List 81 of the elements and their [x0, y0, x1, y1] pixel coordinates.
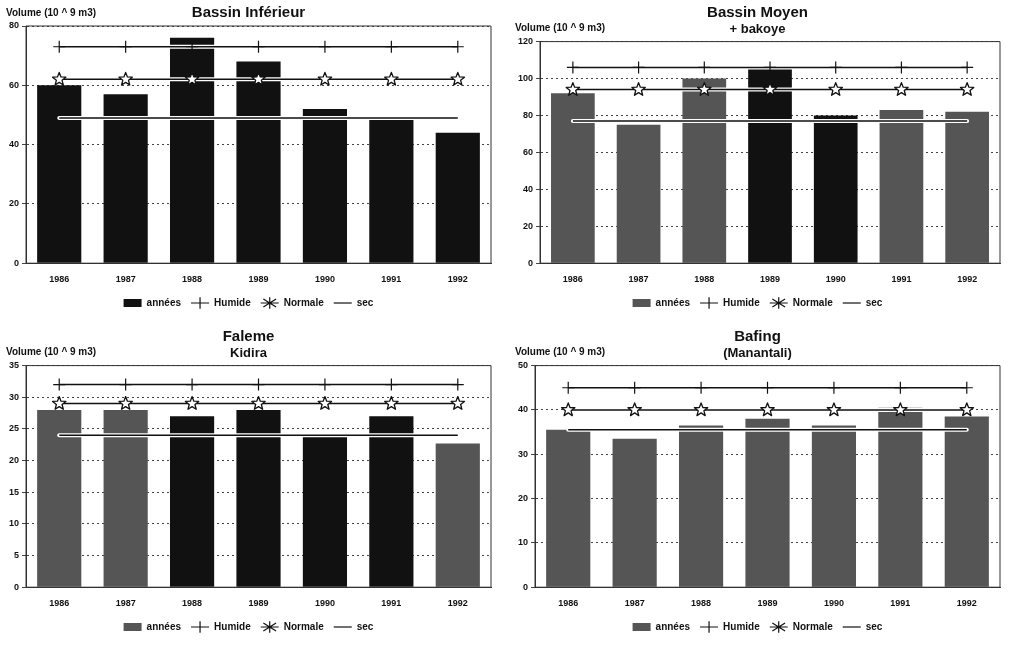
- x-tick-label: 1992: [956, 598, 977, 609]
- x-tick-label: 1990: [314, 598, 335, 609]
- y-tick-label: 80: [523, 109, 534, 120]
- y-tick-label: 15: [9, 486, 20, 497]
- legend-label: sec: [356, 620, 374, 632]
- x-tick-label: 1991: [381, 598, 402, 609]
- legend-label: Humide: [723, 296, 761, 308]
- chart-subtitle: Kidira: [230, 345, 268, 361]
- x-tick-label: 1990: [825, 274, 846, 285]
- x-tick-label: 1987: [115, 598, 136, 609]
- y-tick-label: 20: [9, 455, 20, 466]
- chart-title: Bassin Inférieur: [191, 3, 306, 21]
- y-tick-label: 40: [9, 139, 20, 150]
- y-tick-label: 30: [9, 391, 20, 402]
- y-tick-label: 20: [518, 493, 529, 504]
- legend-label: années: [146, 296, 182, 308]
- y-axis-title: Volume (10 ^ 9 m3): [6, 6, 97, 18]
- chart-subtitle: (Manantali): [723, 345, 792, 361]
- x-tick-label: 1990: [314, 274, 335, 285]
- y-tick-label: 0: [14, 257, 20, 268]
- y-tick-label: 50: [518, 360, 529, 371]
- y-tick-label: 40: [518, 404, 529, 415]
- x-tick-label: 1987: [624, 598, 645, 609]
- x-tick-label: 1987: [115, 274, 136, 285]
- x-tick-label: 1992: [447, 598, 468, 609]
- y-axis-title: Volume (10 ^ 9 m3): [6, 346, 97, 358]
- x-tick-label: 1988: [182, 274, 203, 285]
- legend-label: années: [655, 296, 691, 308]
- chart-subtitle: + bakoye: [729, 21, 786, 37]
- y-tick-label: 60: [9, 79, 20, 90]
- legend-label: Normale: [792, 296, 834, 308]
- legend-label: années: [146, 620, 182, 632]
- y-tick-label: 40: [523, 183, 534, 194]
- x-tick-label: 1989: [248, 274, 269, 285]
- chart-title: Faleme: [222, 327, 275, 345]
- x-tick-label: 1987: [628, 274, 649, 285]
- x-tick-label: 1986: [49, 274, 70, 285]
- y-tick-label: 100: [517, 73, 534, 84]
- legend-label: sec: [865, 620, 883, 632]
- x-tick-label: 1990: [823, 598, 844, 609]
- y-tick-label: 80: [9, 20, 20, 31]
- y-tick-label: 20: [9, 198, 20, 209]
- y-tick-label: 0: [14, 581, 20, 592]
- chart-title: Bassin Moyen: [707, 3, 808, 21]
- x-tick-label: 1992: [447, 274, 468, 285]
- y-tick-label: 10: [518, 537, 529, 548]
- y-tick-label: 5: [14, 550, 20, 561]
- x-tick-label: 1988: [691, 598, 712, 609]
- y-tick-label: 120: [517, 36, 534, 47]
- y-tick-label: 0: [523, 581, 529, 592]
- y-axis-title: Volume (10 ^ 9 m3): [515, 346, 606, 358]
- y-axis-title: Volume (10 ^ 9 m3): [515, 22, 606, 34]
- y-tick-label: 0: [528, 257, 534, 268]
- legend-label: Normale: [283, 296, 325, 308]
- legend-label: Humide: [214, 296, 252, 308]
- legend-label: années: [655, 620, 691, 632]
- x-tick-label: 1989: [248, 598, 269, 609]
- x-tick-label: 1989: [759, 274, 781, 285]
- legend-label: sec: [356, 296, 374, 308]
- x-tick-label: 1991: [890, 598, 911, 609]
- x-tick-label: 1992: [957, 274, 978, 285]
- x-tick-label: 1988: [182, 598, 203, 609]
- x-tick-label: 1988: [694, 274, 715, 285]
- chart-title: Bafing: [734, 327, 781, 345]
- x-tick-label: 1991: [891, 274, 912, 285]
- y-tick-label: 60: [523, 146, 534, 157]
- y-tick-label: 30: [518, 448, 529, 459]
- x-tick-label: 1986: [49, 598, 70, 609]
- y-tick-label: 20: [523, 220, 534, 231]
- legend-label: sec: [865, 296, 883, 308]
- legend-label: Normale: [283, 620, 325, 632]
- x-tick-label: 1986: [562, 274, 583, 285]
- legend-label: Humide: [214, 620, 252, 632]
- y-tick-label: 10: [9, 518, 20, 529]
- x-tick-label: 1986: [558, 598, 579, 609]
- y-tick-label: 35: [9, 360, 20, 371]
- x-tick-label: 1989: [757, 598, 778, 609]
- x-tick-label: 1991: [381, 274, 402, 285]
- legend-label: Humide: [723, 620, 761, 632]
- y-tick-label: 25: [9, 423, 20, 434]
- legend-label: Normale: [792, 620, 834, 632]
